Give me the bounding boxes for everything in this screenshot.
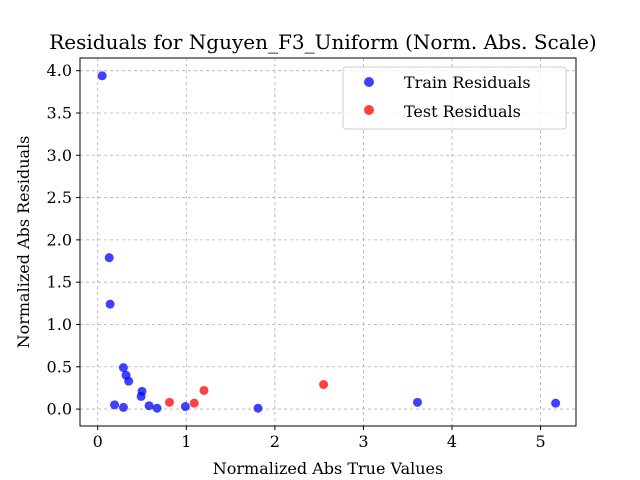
train-residual-point [118,363,128,373]
train-residual-point [412,397,422,407]
train-residual-point [180,402,190,412]
y-axis-label: Normalized Abs Residuals [14,136,33,349]
chart-title: Residuals for Nguyen_F3_Uniform (Norm. A… [49,30,596,54]
train-residual-point [105,299,115,309]
y-tick-label: 1.0 [47,315,72,334]
train-residual-point [253,403,263,413]
y-tick-label: 2.5 [47,188,72,207]
x-axis-label: Normalized Abs True Values [213,459,443,478]
y-tick-label: 0.0 [47,400,72,419]
train-residual-point [97,71,107,81]
train-residual-point [551,398,561,408]
train-residual-point [124,376,134,386]
y-tick-label: 1.5 [47,273,72,292]
train-residual-point [118,402,128,412]
train-residual-point [152,403,162,413]
x-ticks: 0 1 2 3 4 5 [93,426,546,451]
test-residual-point [319,380,329,390]
train-residual-point [110,400,120,410]
legend-marker-test [364,105,374,115]
legend-label-train: Train Residuals [404,73,531,92]
y-tick-label: 0.5 [47,357,72,376]
data-points [97,71,561,413]
train-residual-point [104,253,114,263]
test-residual-point [189,398,199,408]
x-tick-label: 0 [93,432,103,451]
legend: Train Residuals Test Residuals [342,66,567,130]
x-tick-label: 2 [270,432,280,451]
test-residual-point [199,385,209,395]
train-residual-point [144,401,154,411]
plot-frame [79,57,577,427]
test-residual-point [164,397,174,407]
y-tick-label: 3.0 [47,146,72,165]
legend-box [342,66,567,130]
y-tick-label: 4.0 [47,61,72,80]
y-tick-label: 2.0 [47,230,72,249]
y-tick-label: 3.5 [47,103,72,122]
x-tick-label: 1 [181,432,191,451]
x-tick-label: 3 [358,432,368,451]
y-ticks: 0.0 0.5 1.0 1.5 2.0 2.5 3.0 3.5 4.0 [47,61,80,419]
train-residual-point [136,391,146,401]
legend-marker-train [364,77,374,87]
legend-label-test: Test Residuals [404,102,521,121]
x-tick-label: 4 [447,432,457,451]
x-tick-label: 5 [535,432,545,451]
